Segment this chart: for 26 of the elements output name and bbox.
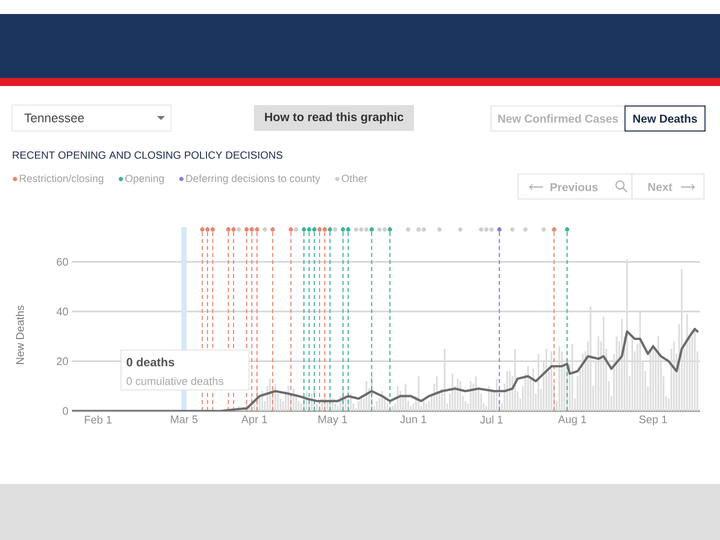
text: Tennessee	[24, 114, 84, 122]
x-tick-label: Sep 1	[639, 416, 667, 426]
x-tick-label: Aug 1	[558, 416, 586, 426]
legend-label: Restriction/closing	[20, 174, 104, 184]
y-tick-label: 40	[56, 308, 68, 316]
text: New Confirmed Cases	[498, 114, 618, 123]
y-tick-label: 0	[62, 407, 68, 415]
x-tick-label: Mar 5	[170, 416, 198, 424]
text: How to read this graphic	[265, 112, 404, 124]
x-tick-label: May 1	[318, 416, 347, 426]
text: Next	[648, 183, 672, 191]
x-tick-label: Jun 1	[400, 416, 426, 424]
x-tick-label: Jul 1	[480, 416, 503, 424]
legend-title: RECENT OPENING AND CLOSING POLICY DECISIONS	[12, 151, 282, 159]
annotation: 0 cumulative deaths	[126, 376, 224, 386]
text: Previous	[550, 182, 598, 192]
text: New Deaths	[633, 114, 697, 123]
y-tick-label: 60	[56, 258, 68, 266]
y-axis-title: New Deaths	[16, 306, 24, 364]
x-tick-label: Apr 1	[241, 416, 267, 426]
y-tick-label: 20	[56, 357, 68, 366]
legend-label: Other	[342, 174, 368, 182]
annotation: 0 deaths	[126, 358, 174, 366]
x-tick-label: Feb 1	[84, 416, 112, 424]
legend-label: Opening	[125, 174, 164, 184]
legend-label: Deferring decisions to county	[186, 174, 320, 184]
